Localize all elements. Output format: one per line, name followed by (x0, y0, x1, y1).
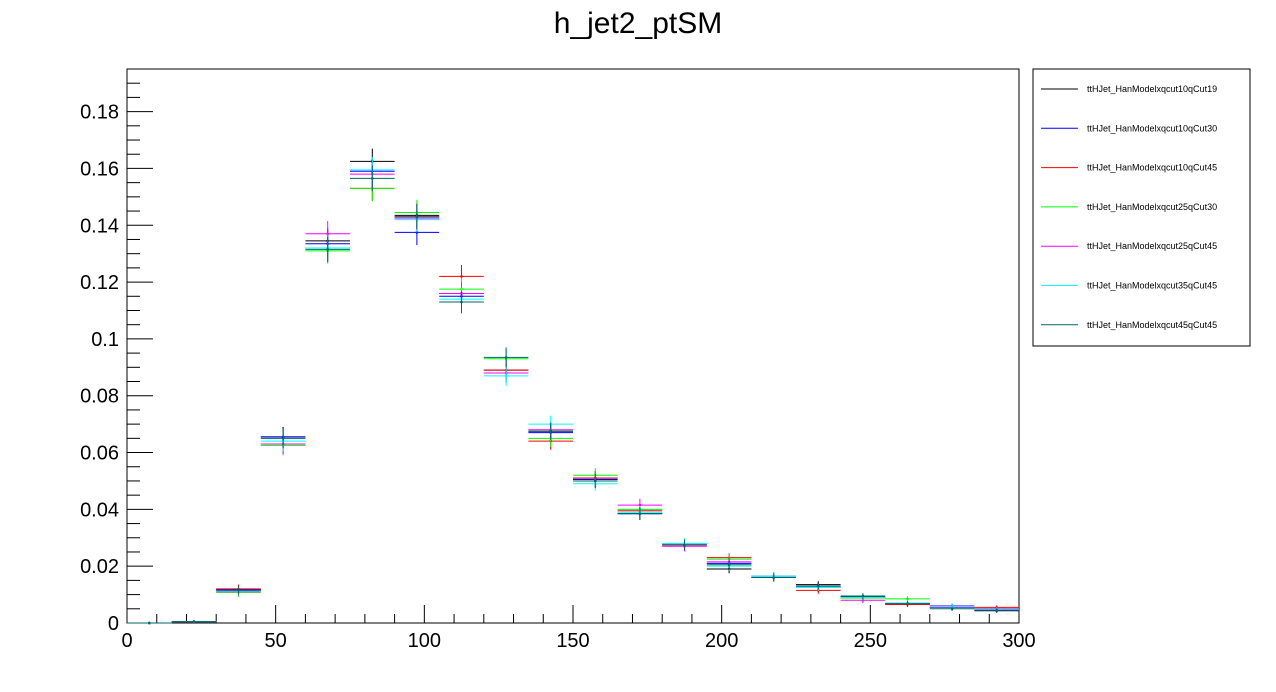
data-point (638, 503, 642, 507)
x-tick-label: 200 (705, 630, 738, 652)
legend: ttHJet_HanModelxqcut10qCut19 ttHJet_HanMo… (1032, 68, 1251, 347)
legend-label: ttHJet_HanModelxqcut10qCut45 (1087, 163, 1217, 173)
plot-frame (126, 68, 1020, 624)
y-tick-label: 0.04 (80, 499, 119, 521)
x-tick-label: 0 (121, 630, 132, 652)
series-4 (127, 161, 1019, 625)
data-point (772, 576, 775, 579)
data-point (460, 275, 463, 278)
data-point (192, 620, 196, 623)
data-point (638, 512, 642, 515)
legend-label: ttHJet_HanModelxqcut10qCut19 (1087, 84, 1217, 94)
data-point (371, 177, 374, 180)
series-1 (127, 158, 1019, 625)
data-point (326, 232, 330, 236)
legend-label: ttHJet_HanModelxqcut45qCut45 (1087, 320, 1217, 330)
chart-title: h_jet2_ptSM (554, 7, 722, 40)
series-layer (127, 148, 1019, 625)
data-point (415, 215, 419, 219)
x-tick-label: 250 (854, 630, 887, 652)
y-tick-label: 0.12 (80, 272, 119, 294)
series-3 (127, 175, 1019, 625)
legend-label: ttHJet_HanModelxqcut25qCut45 (1087, 241, 1217, 251)
data-point (281, 437, 285, 440)
data-point (817, 584, 820, 588)
data-point (727, 563, 731, 567)
y-tick-label: 0 (108, 613, 119, 635)
x-tick-label: 300 (1002, 630, 1035, 652)
x-tick-label: 150 (556, 630, 589, 652)
data-point (594, 479, 597, 483)
data-point (504, 356, 508, 359)
series-6 (127, 165, 1019, 625)
data-point (861, 594, 865, 598)
y-tick-label: 0.02 (80, 556, 119, 578)
y-tick-label: 0.06 (80, 443, 119, 465)
legend-box (1032, 68, 1251, 347)
y-tick-label: 0.18 (80, 102, 119, 124)
series-5 (127, 157, 1019, 625)
data-point (549, 429, 552, 433)
y-tick-label: 0.14 (80, 215, 119, 237)
series-0 (127, 148, 1019, 625)
series-2 (127, 175, 1019, 625)
data-point (504, 374, 508, 378)
x-tick-label: 100 (408, 630, 441, 652)
y-tick-label: 0.16 (80, 158, 119, 180)
legend-label: ttHJet_HanModelxqcut35qCut45 (1087, 281, 1217, 291)
data-point (460, 300, 463, 304)
legend-label: ttHJet_HanModelxqcut10qCut30 (1087, 123, 1217, 133)
y-tick-label: 0.08 (80, 386, 119, 408)
x-axis: 0 50 100 150 200 250 300 (121, 605, 1036, 652)
legend-label: ttHJet_HanModelxqcut25qCut30 (1087, 202, 1217, 212)
data-point (683, 543, 686, 547)
data-point (906, 597, 909, 601)
data-point (148, 621, 151, 625)
data-point (906, 602, 909, 605)
y-axis: 0 0.02 0.04 0.06 0.08 0.1 0.12 0.14 0.16 0.18 (80, 68, 153, 635)
y-tick-label: 0.1 (91, 329, 119, 351)
x-tick-label: 50 (265, 630, 287, 652)
data-point (950, 607, 954, 611)
data-point (326, 248, 330, 251)
data-point (995, 608, 998, 612)
data-point (237, 589, 240, 592)
